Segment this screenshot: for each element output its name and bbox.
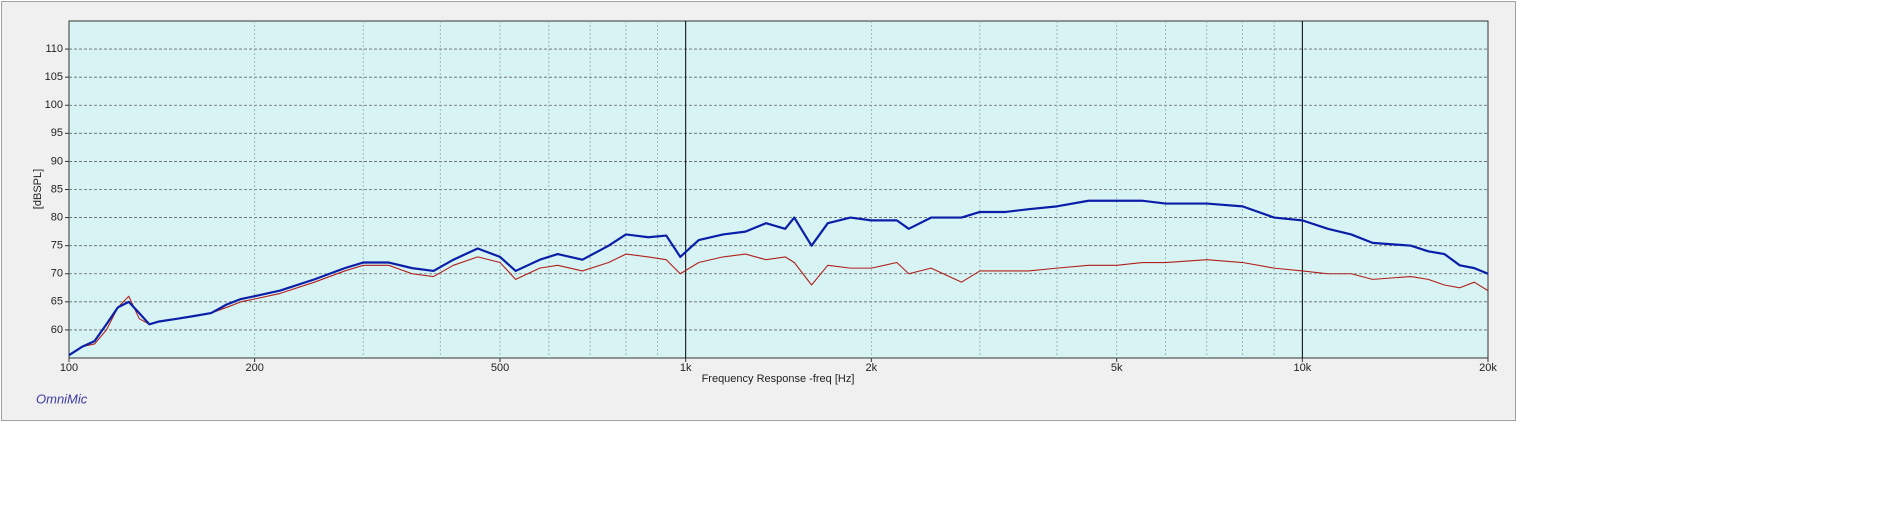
x-tick-label: 20k bbox=[1479, 362, 1497, 374]
y-tick-label: 60 bbox=[51, 324, 63, 336]
x-tick-label: 100 bbox=[60, 362, 78, 374]
x-tick-label: 10k bbox=[1293, 362, 1311, 374]
x-tick-label: 1k bbox=[680, 362, 692, 374]
brand: OmniMic bbox=[36, 391, 88, 406]
y-tick-label: 90 bbox=[51, 155, 63, 167]
y-tick-label: 75 bbox=[51, 240, 63, 252]
x-axis-label: Frequency Response -freq [Hz] bbox=[702, 373, 855, 385]
y-tick-label: 100 bbox=[45, 99, 63, 111]
y-tick-label: 65 bbox=[51, 296, 63, 308]
x-tick-label: 5k bbox=[1111, 362, 1123, 374]
x-tick-label: 2k bbox=[866, 362, 878, 374]
x-tick-label: 500 bbox=[491, 362, 509, 374]
y-tick-label: 110 bbox=[45, 43, 63, 55]
series-line bbox=[68, 199, 1489, 357]
y-axis-label: [dBSPL] bbox=[32, 169, 44, 209]
y-tick-label: 95 bbox=[51, 127, 63, 139]
y-tick-label: 80 bbox=[51, 211, 63, 223]
y-tick-label: 85 bbox=[51, 183, 63, 195]
y-tick-label: 105 bbox=[45, 71, 63, 83]
x-tick-label: 200 bbox=[245, 362, 263, 374]
y-tick-label: 70 bbox=[51, 268, 63, 280]
